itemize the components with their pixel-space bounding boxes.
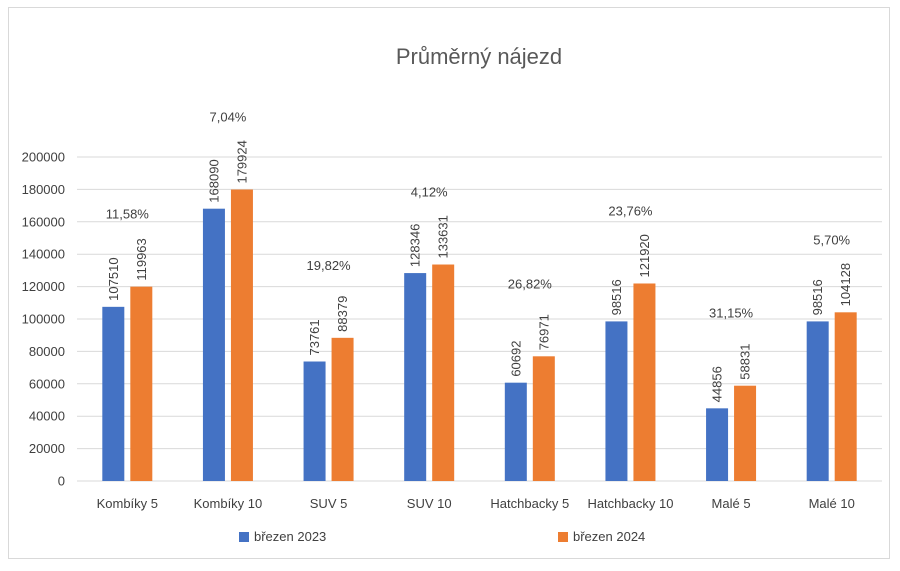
bar-series2 [734,385,757,481]
change-percent-label: 4,12% [411,185,448,200]
change-percent-label: 23,76% [608,203,653,218]
x-category-label: SUV 10 [407,496,452,511]
bar-value-label: 128346 [408,224,423,267]
bar-value-label: 44856 [710,366,725,402]
change-percent-label: 19,82% [307,258,352,273]
legend-label-1: březen 2023 [254,529,326,544]
bar-series2 [834,312,857,481]
legend-label-2: březen 2024 [573,529,645,544]
x-axis-categories: Kombíky 5 Kombíky 10 SUV 5 SUV 10 Hatchbacky… [97,496,855,511]
bar-value-label: 76971 [536,314,551,350]
bar-series1 [303,361,326,481]
chart-title: Průměrný nájezd [396,44,562,69]
x-category-label: SUV 5 [310,496,348,511]
bar-value-label: 58831 [738,344,753,380]
gridlines [77,156,882,482]
bar-series1 [102,306,125,481]
bar-value-label: 73761 [307,319,322,355]
bar-series2 [633,283,656,481]
y-tick-label: 100000 [22,312,65,327]
change-percent-label: 5,70% [813,232,850,247]
bar-value-label: 98516 [609,279,624,315]
x-category-label: Kombíky 5 [97,496,158,511]
bar-series2 [532,356,555,481]
chart-frame: Průměrný nájezd 0 20000 40000 60000 80000 100… [8,7,890,559]
bar-series2 [130,286,153,481]
x-category-label: Hatchbacky 5 [490,496,569,511]
change-percent-label: 11,58% [106,207,150,222]
legend-swatch-2 [558,532,568,542]
y-tick-label: 140000 [22,247,65,262]
legend-swatch-1 [239,532,249,542]
y-tick-label: 120000 [22,279,65,294]
bar-series1 [706,408,729,481]
bars [102,189,857,481]
y-tick-label: 20000 [29,441,65,456]
bar-value-label: 104128 [838,263,853,306]
bar-value-label: 60692 [508,341,523,377]
bar-series2 [432,264,455,481]
bar-value-label: 168090 [206,159,221,202]
change-percent-label: 31,15% [709,306,754,321]
x-category-label: Kombíky 10 [194,496,263,511]
y-tick-label: 0 [58,474,65,489]
bar-value-label: 98516 [810,279,825,315]
change-percent-label: 7,04% [210,110,247,125]
change-percent-label: 26,82% [508,276,553,291]
y-tick-label: 160000 [22,214,65,229]
bar-value-label: 119963 [134,238,149,280]
bar-value-label: 107510 [106,257,121,300]
bar-value-label: 179924 [234,140,249,183]
x-category-label: Malé 10 [809,496,855,511]
x-category-label: Malé 5 [712,496,751,511]
bar-series1 [202,208,225,481]
bar-series2 [331,337,354,481]
y-tick-label: 80000 [29,344,65,359]
y-tick-label: 200000 [22,150,65,165]
bar-series2 [230,189,253,481]
bar-value-label: 133631 [436,215,451,258]
bar-series1 [404,273,427,481]
y-tick-label: 60000 [29,376,65,391]
legend: březen 2023 březen 2024 [239,529,645,544]
y-tick-label: 40000 [29,409,65,424]
bar-series1 [504,382,527,481]
y-tick-label: 180000 [22,182,65,197]
bar-series1 [605,321,628,481]
data-labels: 107510 119963 11,58% 168090 179924 7,04% 73761… [106,110,853,403]
bar-value-label: 88379 [335,296,350,332]
y-axis-ticks: 0 20000 40000 60000 80000 100000 120000 140000 1… [22,150,65,489]
x-category-label: Hatchbacky 10 [587,496,673,511]
bar-series1 [806,321,829,481]
bar-value-label: 121920 [637,234,652,277]
bar-chart: Průměrný nájezd 0 20000 40000 60000 80000 100… [22,44,882,544]
